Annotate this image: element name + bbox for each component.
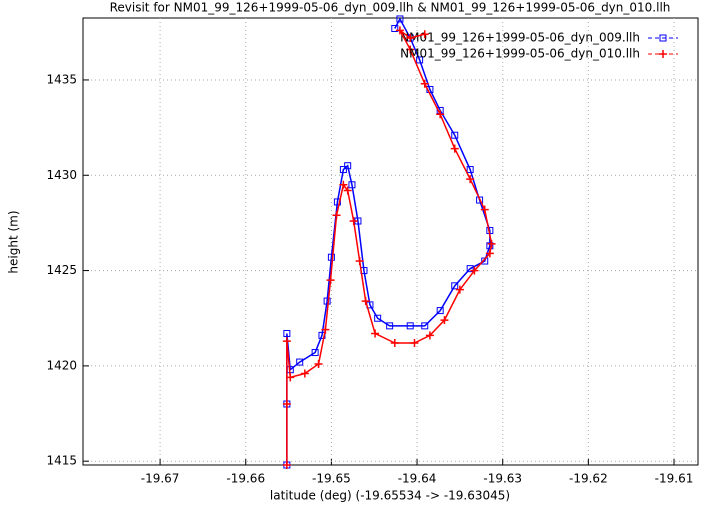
x-tick-label: -19.61 <box>655 472 694 486</box>
x-tick-label: -19.65 <box>312 472 351 486</box>
point-marker <box>451 282 459 290</box>
point-marker <box>283 329 291 337</box>
point-marker <box>361 297 370 306</box>
point-marker <box>485 249 494 258</box>
series-line <box>286 29 493 465</box>
point-marker <box>455 285 464 294</box>
point-marker <box>326 276 335 285</box>
y-tick-label: 1415 <box>46 454 77 468</box>
point-marker <box>311 349 319 357</box>
point-marker <box>296 358 304 366</box>
point-marker <box>659 50 667 58</box>
y-tick-label: 1430 <box>46 168 77 182</box>
point-marker <box>348 181 356 189</box>
x-tick-label: -19.63 <box>483 472 522 486</box>
point-marker <box>391 24 399 32</box>
plot-frame <box>82 17 699 466</box>
point-marker <box>466 166 474 174</box>
point-marker <box>323 297 331 305</box>
series-line <box>286 17 491 465</box>
point-marker <box>332 211 341 220</box>
point-marker <box>339 166 347 174</box>
point-marker <box>450 144 459 153</box>
point-marker <box>486 242 494 250</box>
chart-title: Revisit for NM01_99_126+1999-05-06_dyn_0… <box>110 1 671 15</box>
point-marker <box>487 239 496 248</box>
point-marker <box>286 373 295 382</box>
point-marker <box>371 329 380 338</box>
point-marker <box>349 217 358 226</box>
y-axis-label: height (m) <box>7 210 21 273</box>
point-marker <box>410 339 419 348</box>
point-marker <box>314 359 323 368</box>
y-tick-label: 1435 <box>46 72 77 86</box>
point-marker <box>386 322 394 330</box>
point-marker <box>425 331 434 340</box>
point-marker <box>416 56 424 64</box>
point-marker <box>300 369 309 378</box>
x-tick-label: -19.62 <box>569 472 608 486</box>
point-marker <box>451 131 459 139</box>
x-axis-label: latitude (deg) (-19.65534 -> -19.63045) <box>270 489 510 503</box>
x-tick-label: -19.67 <box>141 472 180 486</box>
y-tick-label: 1420 <box>46 358 77 372</box>
point-marker <box>406 34 415 43</box>
point-marker <box>420 79 429 88</box>
point-marker <box>466 175 475 184</box>
point-marker <box>355 257 364 266</box>
point-marker <box>327 253 335 261</box>
point-marker <box>406 45 415 54</box>
point-marker <box>396 15 404 23</box>
point-marker <box>390 339 399 348</box>
point-marker <box>466 265 474 273</box>
point-marker <box>436 307 444 315</box>
point-marker <box>282 400 291 409</box>
point-marker <box>440 316 449 325</box>
point-marker <box>480 205 489 214</box>
point-marker <box>343 186 352 195</box>
point-marker <box>436 110 445 119</box>
point-marker <box>333 198 341 206</box>
point-marker <box>395 26 404 35</box>
y-tick-label: 1425 <box>46 263 77 277</box>
point-marker <box>476 196 484 204</box>
point-marker <box>374 314 382 322</box>
point-marker <box>282 337 291 346</box>
x-tick-label: -19.64 <box>398 472 437 486</box>
point-marker <box>406 322 414 330</box>
point-marker <box>470 266 479 275</box>
point-marker <box>420 30 429 39</box>
point-marker <box>282 461 291 469</box>
x-tick-label: -19.66 <box>226 472 265 486</box>
point-marker <box>339 180 348 189</box>
point-marker <box>659 34 667 42</box>
legend-label: NM01_99_126+1999-05-06_dyn_010.llh <box>400 47 640 61</box>
point-marker <box>421 322 429 330</box>
legend-label: NM01_99_126+1999-05-06_dyn_009.llh <box>400 31 640 45</box>
point-marker <box>321 325 330 334</box>
point-marker <box>344 162 352 170</box>
